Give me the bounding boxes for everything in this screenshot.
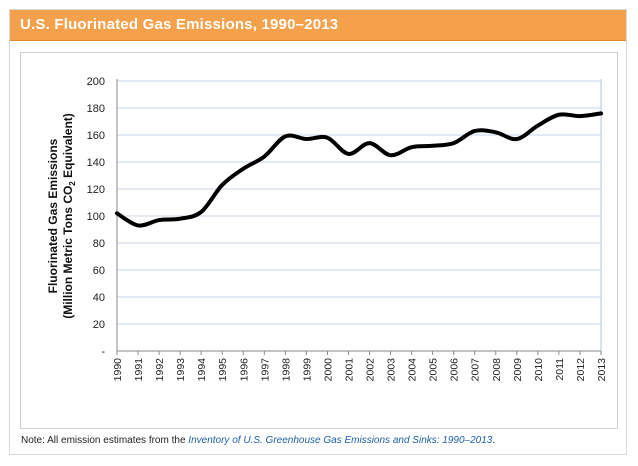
x-tick-label: 1999 (301, 358, 313, 382)
y-tick-label: 160 (87, 130, 105, 142)
panel-title: U.S. Fluorinated Gas Emissions, 1990–201… (20, 16, 339, 33)
x-tick-label: 1998 (280, 358, 292, 382)
x-tick-label: 2009 (512, 358, 524, 382)
x-tick-label: 2006 (449, 358, 461, 382)
x-tick-label: 2013 (596, 358, 608, 382)
x-tick-label: 2008 (491, 358, 503, 382)
x-tick-label: 2012 (575, 358, 587, 382)
x-tick-label: 2003 (386, 358, 398, 382)
y-tick-label: 60 (93, 265, 105, 277)
x-tick-label: 2004 (407, 358, 419, 382)
y-tick-label: 180 (87, 103, 105, 115)
x-tick-label: 2001 (343, 358, 355, 382)
y-tick-label: 40 (93, 292, 105, 304)
chart-frame (20, 52, 618, 429)
y-axis-title-line2: (Million Metric Tons CO2 Equivalent) (61, 113, 77, 319)
source-note: Note: All emission estimates from the In… (21, 435, 495, 446)
x-tick-label: 1997 (259, 358, 271, 382)
x-tick-label: 1993 (175, 358, 187, 382)
x-tick-label: 1995 (217, 358, 229, 382)
y-tick-label: 120 (87, 184, 105, 196)
emissions-series-line (115, 111, 603, 228)
y-tick-label: - (101, 346, 105, 358)
y-tick-label: 140 (87, 157, 105, 169)
inventory-link[interactable]: Inventory of U.S. Greenhouse Gas Emissio… (188, 435, 493, 446)
x-tick-label: 1990 (112, 358, 124, 382)
x-tick-label: 2000 (322, 358, 334, 382)
note-suffix: . (492, 435, 496, 446)
y-axis-title-line1: Fluorinated Gas Emissions (46, 138, 60, 293)
y-tick-label: 100 (87, 211, 105, 223)
x-tick-label: 2010 (533, 358, 545, 382)
y-tick-label: 80 (93, 238, 105, 250)
x-tick-label: 2007 (470, 358, 482, 382)
x-tick-label: 1992 (154, 358, 166, 382)
y-tick-label: 20 (93, 319, 105, 331)
x-tick-label: 2002 (365, 358, 377, 382)
chart-panel: U.S. Fluorinated Gas Emissions, 1990–201… (9, 9, 627, 455)
x-tick-label: 1991 (133, 358, 145, 382)
panel-header: U.S. Fluorinated Gas Emissions, 1990–201… (10, 10, 626, 41)
x-tick-label: 2011 (554, 358, 566, 381)
x-tick-label: 2005 (428, 358, 440, 382)
note-prefix: Note: All emission estimates from the (21, 435, 189, 446)
x-tick-label: 1996 (238, 358, 250, 382)
x-tick-label: 1994 (196, 358, 208, 382)
y-tick-label: 200 (87, 76, 105, 88)
